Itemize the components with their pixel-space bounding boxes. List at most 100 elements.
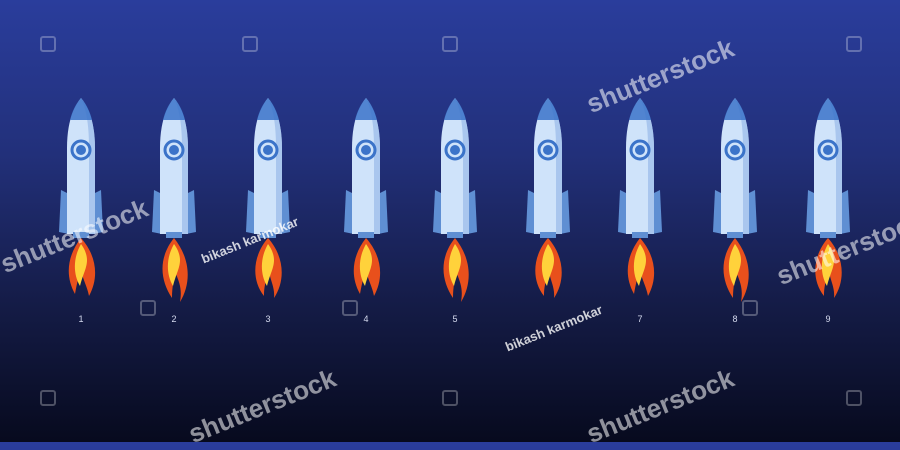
rocket-4 <box>338 98 394 303</box>
rocket-exhaust <box>166 232 182 238</box>
rocket-flame-core <box>541 244 554 286</box>
rocket-exhaust <box>358 232 374 238</box>
rocket-fin-right <box>840 190 850 234</box>
rocket-exhaust <box>260 232 276 238</box>
rocket-icon <box>344 98 388 296</box>
rocket-body <box>67 98 95 234</box>
rocket-nose <box>817 98 839 120</box>
rocket-5 <box>427 98 483 303</box>
rocket-2 <box>146 98 202 303</box>
rocket-9 <box>800 98 856 303</box>
rocket-icon <box>806 98 850 298</box>
rocket-icon <box>526 98 570 298</box>
rocket-nose <box>724 98 746 120</box>
rocket-body <box>254 98 282 234</box>
rocket-exhaust <box>632 232 648 238</box>
rocket-flame-core <box>167 244 180 286</box>
rocket-icon <box>246 98 290 298</box>
rocket-fin-left <box>433 190 443 234</box>
rocket-fin-right <box>93 190 103 234</box>
rocket-flame-core <box>728 244 741 286</box>
rocket-fin-right <box>652 190 662 234</box>
rocket-fin-right <box>186 190 196 234</box>
rocket-exhaust <box>447 232 463 238</box>
rocket-body <box>160 98 188 234</box>
rocket-7 <box>612 98 668 303</box>
rocket-flame-core <box>359 244 372 286</box>
rocket-6 <box>520 98 576 303</box>
rocket-3 <box>240 98 296 303</box>
rocket-fin-right <box>747 190 757 234</box>
frame-number-1: 1 <box>78 314 84 324</box>
rocket-body-shade <box>81 98 95 234</box>
rocket-fin-left <box>344 190 354 234</box>
rocket-fin-left <box>806 190 816 234</box>
watermark-logo-icon <box>442 390 458 406</box>
rocket-body-shade <box>828 98 842 234</box>
rocket-body-shade <box>366 98 380 234</box>
rocket-fin-right <box>280 190 290 234</box>
watermark-logo-icon <box>242 36 258 52</box>
rocket-body <box>814 98 842 234</box>
rocket-icon <box>59 98 103 296</box>
watermark-logo-icon <box>342 300 358 316</box>
shutterstock-watermark: shutterstock <box>184 362 341 449</box>
rocket-flame-core <box>821 244 834 286</box>
rocket-fin-left <box>713 190 723 234</box>
rocket-flame-core <box>633 244 646 286</box>
rocket-body-shade <box>735 98 749 234</box>
rocket-fin-left <box>152 190 162 234</box>
rocket-nose <box>629 98 651 120</box>
rocket-exhaust <box>727 232 743 238</box>
rocket-body-shade <box>455 98 469 234</box>
rocket-8 <box>707 98 763 303</box>
rocket-fin-left <box>246 190 256 234</box>
watermark-logo-icon <box>742 300 758 316</box>
rocket-body <box>352 98 380 234</box>
rocket-fin-left <box>618 190 628 234</box>
rocket-body <box>441 98 469 234</box>
rocket-body-shade <box>174 98 188 234</box>
rocket-nose <box>257 98 279 120</box>
rocket-body-shade <box>640 98 654 234</box>
rocket-nose <box>70 98 92 120</box>
frame-number-8: 8 <box>732 314 738 324</box>
rocket-flame-core <box>261 244 274 286</box>
watermark-logo-icon <box>40 36 56 52</box>
rocket-fin-right <box>560 190 570 234</box>
rocket-nose <box>444 98 466 120</box>
rocket-nose <box>355 98 377 120</box>
watermark-logo-icon <box>140 300 156 316</box>
rocket-icon <box>713 98 757 302</box>
shutterstock-watermark: shutterstock <box>582 362 739 449</box>
rocket-body-shade <box>268 98 282 234</box>
watermark-logo-icon <box>442 36 458 52</box>
rocket-flame-core <box>448 244 461 286</box>
watermark-logo-icon <box>846 390 862 406</box>
frame-number-3: 3 <box>265 314 271 324</box>
rocket-1 <box>53 98 109 303</box>
rocket-exhaust <box>820 232 836 238</box>
frame-number-7: 7 <box>637 314 643 324</box>
frame-number-9: 9 <box>825 314 831 324</box>
rocket-body <box>721 98 749 234</box>
rocket-flame-core <box>74 244 87 286</box>
rocket-fin-right <box>378 190 388 234</box>
rocket-fin-right <box>467 190 477 234</box>
frame-number-2: 2 <box>171 314 177 324</box>
rocket-fin-left <box>59 190 69 234</box>
watermark-logo-icon <box>40 390 56 406</box>
rocket-exhaust <box>73 232 89 238</box>
frame-number-5: 5 <box>452 314 458 324</box>
rocket-nose <box>163 98 185 120</box>
rocket-body-shade <box>548 98 562 234</box>
rocket-exhaust <box>540 232 556 238</box>
rocket-nose <box>537 98 559 120</box>
watermark-logo-icon <box>846 36 862 52</box>
author-watermark: bikash karmokar <box>503 301 605 355</box>
rocket-icon <box>618 98 662 296</box>
rocket-fin-left <box>526 190 536 234</box>
frame-number-4: 4 <box>363 314 369 324</box>
rocket-icon <box>152 98 196 302</box>
rocket-body <box>534 98 562 234</box>
